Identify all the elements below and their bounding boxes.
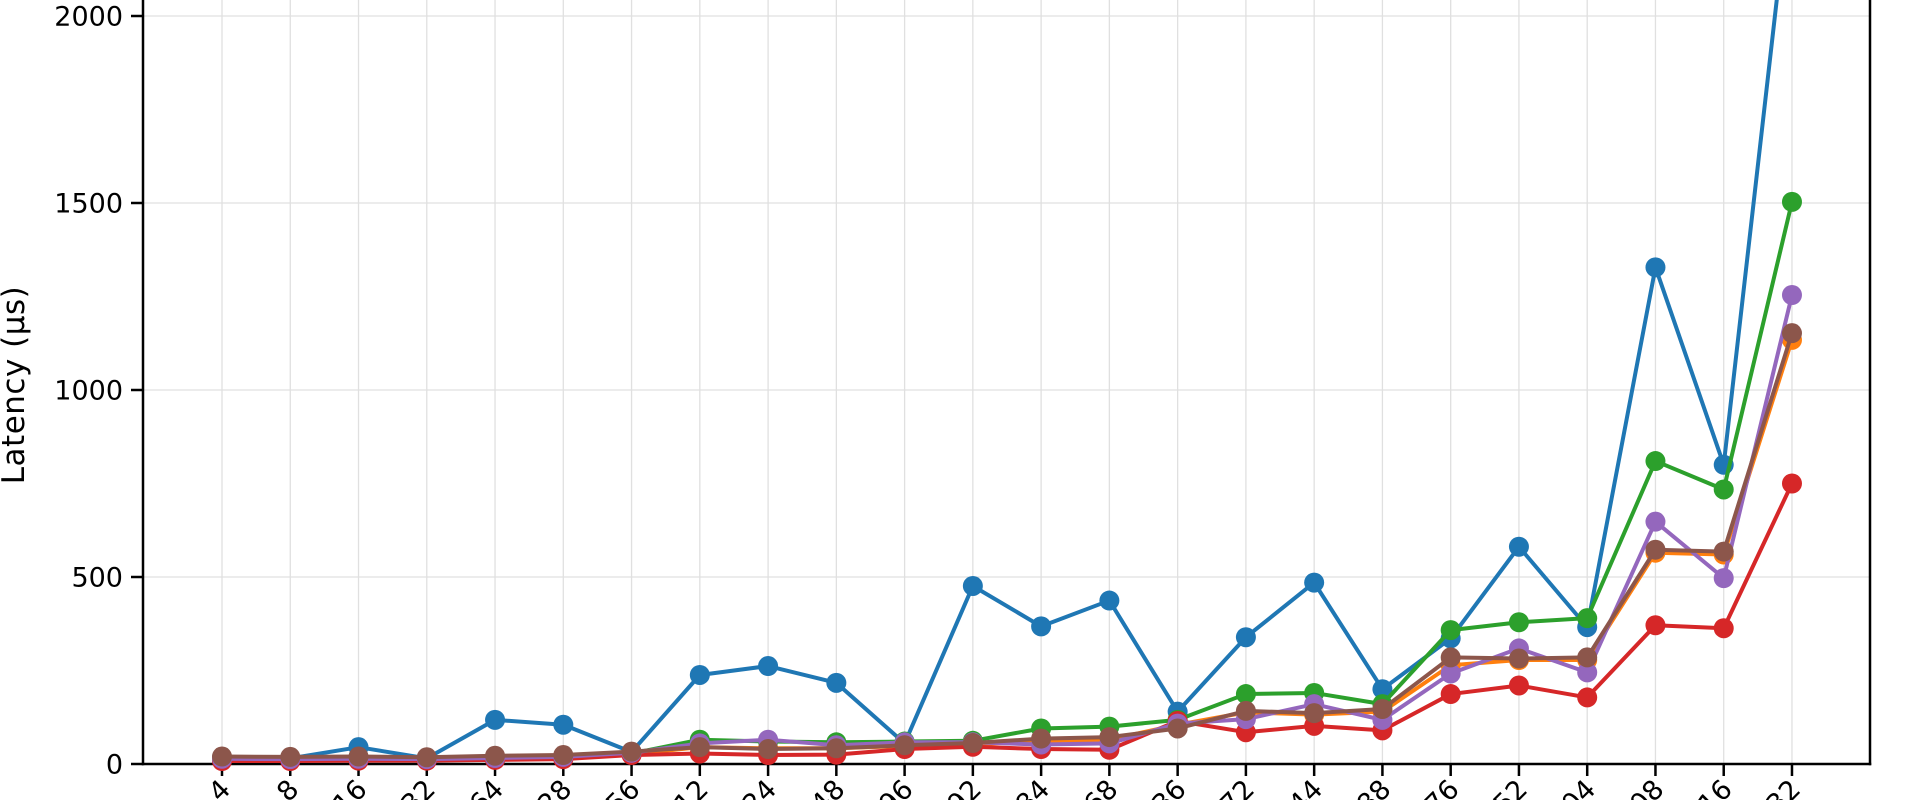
data-point-green	[1781, 191, 1802, 212]
series-green	[212, 191, 1802, 771]
data-point-brown	[348, 746, 369, 767]
data-point-green	[1713, 479, 1734, 500]
data-point-brown	[1372, 699, 1393, 720]
data-point-red	[1713, 618, 1734, 639]
series-line-purple	[220, 293, 1794, 762]
data-point-blue	[553, 714, 574, 735]
data-point-purple	[1781, 285, 1802, 306]
series-red	[212, 473, 1802, 772]
data-point-brown	[1031, 728, 1052, 749]
x-tick-label: 4	[203, 774, 237, 800]
series-line-green	[220, 199, 1794, 763]
x-tick-label: 1024	[713, 774, 784, 800]
data-point-brown	[1304, 703, 1325, 724]
x-tick-label: 128	[520, 774, 578, 800]
data-point-brown	[1508, 648, 1529, 669]
data-point-blue	[1508, 536, 1529, 557]
data-point-brown	[1167, 718, 1188, 739]
data-point-brown	[621, 741, 642, 762]
y-tick-label: 2000	[54, 2, 123, 33]
y-tick-label: 500	[71, 563, 123, 594]
data-point-green	[1577, 608, 1598, 629]
data-point-blue	[826, 672, 847, 693]
x-tick-label: 8192	[917, 774, 988, 800]
data-point-brown	[758, 739, 779, 760]
x-tick-label: 16	[327, 774, 373, 800]
data-point-brown	[962, 733, 983, 754]
data-point-blue	[1235, 627, 1256, 648]
data-point-brown	[1440, 647, 1461, 668]
data-point-purple	[1440, 663, 1461, 684]
data-point-purple	[1645, 511, 1666, 532]
data-point-brown	[1099, 727, 1120, 748]
data-point-brown	[485, 745, 506, 766]
y-tick-label: 1500	[54, 189, 123, 220]
series-blue	[212, 0, 1779, 769]
data-point-brown	[1235, 700, 1256, 721]
data-point-purple	[1577, 662, 1598, 683]
data-point-blue	[1099, 590, 1120, 611]
data-point-brown	[416, 747, 437, 768]
data-point-brown	[1713, 541, 1734, 562]
data-point-brown	[1645, 539, 1666, 560]
y-tick-label: 0	[106, 750, 123, 781]
series-line-orange	[220, 337, 1794, 762]
series-brown	[212, 323, 1802, 768]
data-point-green	[1508, 612, 1529, 633]
series-purple	[212, 285, 1802, 770]
series-orange	[212, 329, 1802, 770]
series-line-red	[220, 481, 1794, 764]
data-point-blue	[1645, 257, 1666, 278]
data-point-green	[1440, 620, 1461, 641]
data-point-brown	[894, 735, 915, 756]
data-point-green	[1235, 684, 1256, 705]
data-point-blue	[689, 664, 710, 685]
x-tick-label: 4096	[849, 774, 920, 800]
x-tick-label: 8	[271, 774, 305, 800]
data-point-blue	[485, 709, 506, 730]
x-tick-label: 256	[588, 774, 646, 800]
data-point-brown	[553, 745, 574, 766]
data-point-red	[1781, 473, 1802, 494]
y-axis-label: Latency (µs)	[0, 285, 32, 485]
data-point-purple	[1713, 568, 1734, 589]
data-point-blue	[1372, 679, 1393, 700]
data-point-brown	[826, 738, 847, 759]
data-point-blue	[758, 656, 779, 677]
data-point-red	[1440, 684, 1461, 705]
y-tick-label: 1000	[54, 376, 123, 407]
series-line-brown	[220, 331, 1794, 760]
data-point-blue	[962, 575, 983, 596]
x-tick-label: 64	[464, 774, 510, 800]
data-point-blue	[1031, 616, 1052, 637]
data-point-red	[1577, 687, 1598, 708]
data-point-blue	[1304, 572, 1325, 593]
data-point-brown	[1781, 323, 1802, 344]
data-point-red	[1645, 615, 1666, 636]
data-point-green	[1645, 451, 1666, 472]
data-point-brown	[1577, 647, 1598, 668]
data-point-brown	[280, 746, 301, 767]
data-point-brown	[212, 746, 232, 767]
data-point-brown	[689, 737, 710, 758]
x-tick-label: 512	[656, 774, 714, 800]
data-point-red	[1508, 675, 1529, 696]
series-line-blue	[220, 0, 1779, 761]
x-tick-label: 32	[396, 774, 442, 800]
x-tick-label: 2048	[781, 774, 852, 800]
